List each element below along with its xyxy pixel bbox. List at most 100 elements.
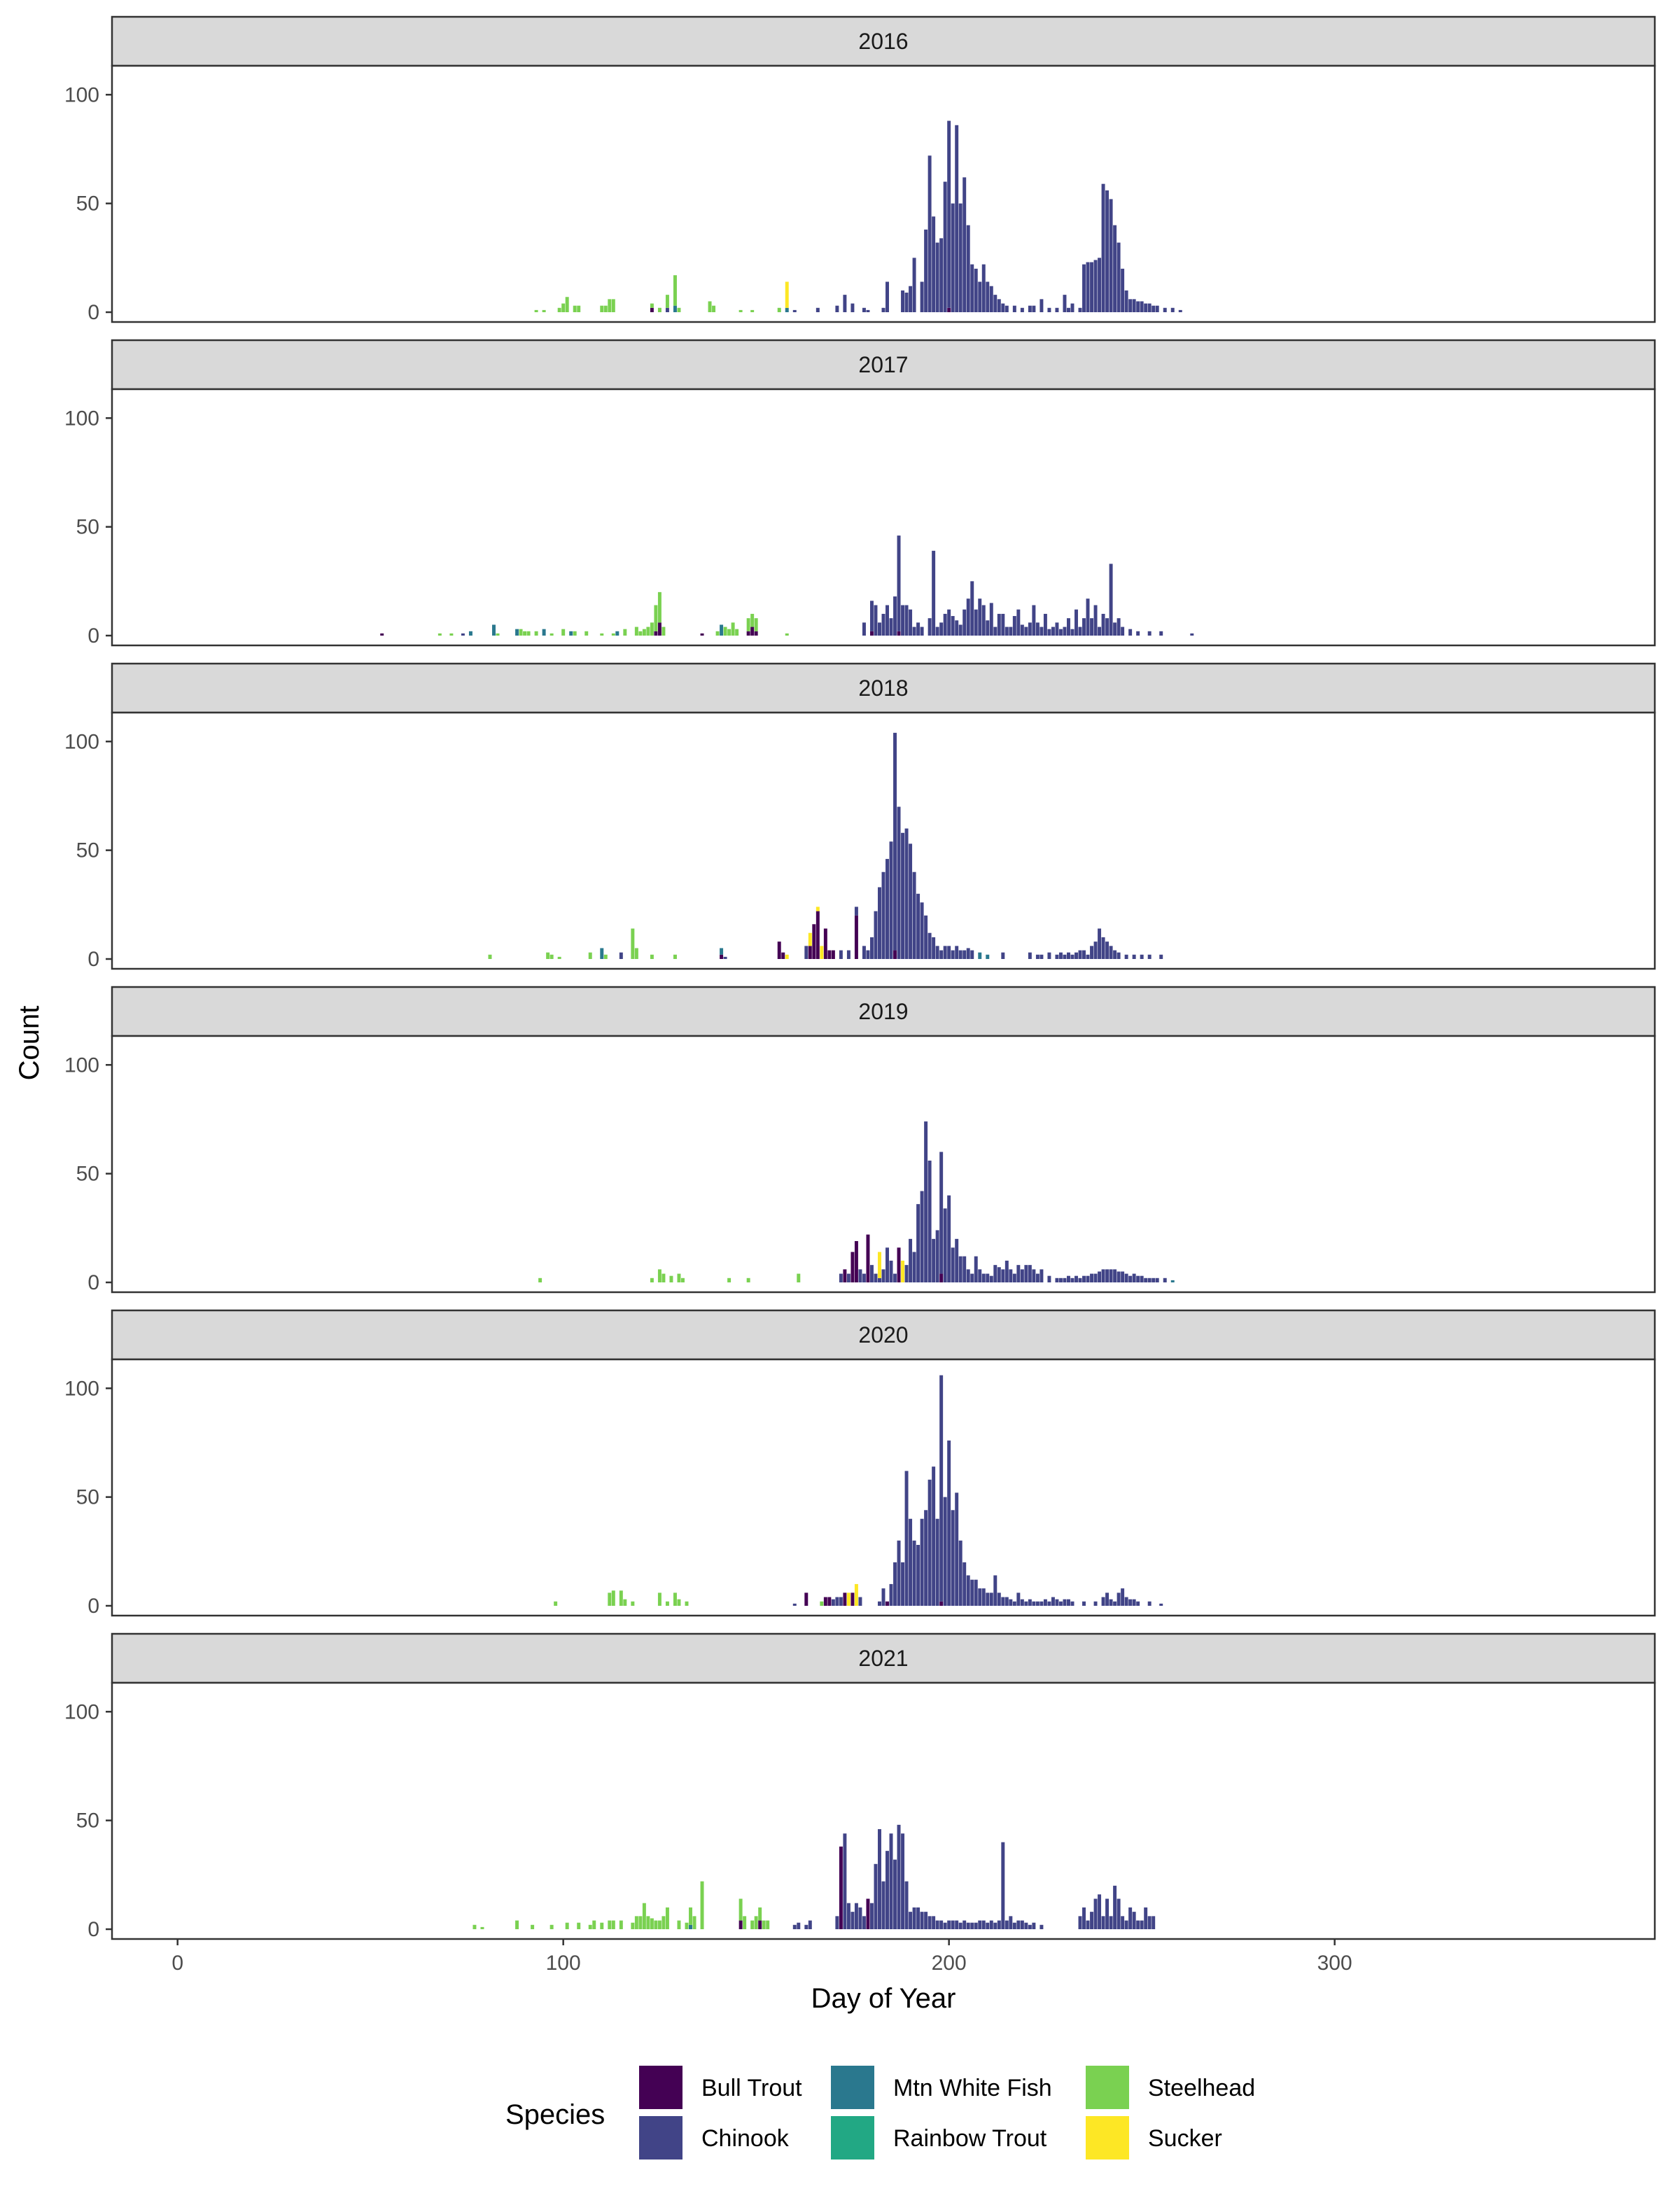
bar-segment-steelhead <box>550 633 554 636</box>
y-tick-label: 0 <box>88 1595 99 1618</box>
bar-segment-bull-trout <box>777 941 781 959</box>
bar-segment-chinook <box>1032 305 1036 312</box>
bar-segment-chinook <box>981 264 986 312</box>
bar-segment-chinook <box>878 1278 881 1282</box>
bar-segment-chinook <box>927 1916 932 1929</box>
bar-segment-chinook <box>1012 1273 1016 1282</box>
bar-segment-chinook <box>862 1273 866 1282</box>
bar-segment-chinook <box>1105 1269 1110 1282</box>
y-tick-label: 100 <box>64 1377 99 1400</box>
bar-segment-chinook <box>1051 1597 1055 1606</box>
bar-segment-chinook <box>989 603 993 636</box>
bar-segment-chinook <box>619 952 623 959</box>
legend-label: Rainbow Trout <box>893 2125 1047 2152</box>
bar-segment-steelhead <box>654 1920 658 1929</box>
bar-segment-steelhead <box>634 948 638 959</box>
bar-segment-chinook <box>1028 952 1032 959</box>
bar-segment-chinook <box>1105 1898 1110 1929</box>
bar-segment-chinook <box>1124 954 1128 959</box>
panel-border <box>111 1358 1656 1617</box>
bar-segment-chinook <box>955 1238 959 1282</box>
bar-segment-bull-trout <box>654 631 658 636</box>
bar-segment-steelhead <box>534 309 538 312</box>
bar-segment-chinook <box>1086 1920 1090 1929</box>
bar-segment-chinook <box>1144 303 1148 312</box>
bar-segment-steelhead <box>592 1920 596 1929</box>
bar-segment-bull-trout <box>758 1920 762 1929</box>
bar-segment-steelhead <box>600 305 604 312</box>
bar-segment-chinook <box>889 618 893 636</box>
bar-segment-chinook <box>939 950 944 959</box>
bar-segment-chinook <box>951 1247 955 1282</box>
bar-segment-chinook <box>1132 1273 1136 1282</box>
bar-segment-bull-trout <box>823 1597 827 1606</box>
bar-segment-chinook <box>835 1597 839 1606</box>
bar-segment-steelhead <box>538 1278 542 1282</box>
bar-segment-chinook <box>947 946 951 959</box>
bar-segment-chinook <box>1070 1278 1074 1282</box>
bar-segment-chinook <box>869 1265 874 1282</box>
bar-segment-mtn-white-fish <box>569 631 573 636</box>
bar-segment-chinook <box>1078 950 1082 959</box>
bar-segment-chinook <box>909 609 913 636</box>
bar-segment-steelhead <box>746 1278 750 1282</box>
bar-segment-chinook <box>1124 1273 1128 1282</box>
bar-segment-mtn-white-fish <box>615 631 620 636</box>
bar-segment-chinook <box>1067 618 1070 636</box>
bar-segment-chinook <box>1113 225 1117 312</box>
bar-segment-chinook <box>878 887 881 959</box>
bar-segment-bull-trout <box>897 1247 901 1282</box>
bar-segment-chinook <box>1063 954 1067 959</box>
bar-segment-chinook <box>874 911 878 959</box>
bar-segment-chinook <box>958 624 962 636</box>
bar-segment-bull-trout <box>886 1601 889 1606</box>
bar-segment-chinook <box>1024 1922 1028 1929</box>
bar-segment-steelhead <box>611 1590 615 1606</box>
bar-segment-chinook <box>981 605 986 636</box>
bar-segment-chinook <box>897 1824 901 1929</box>
bar-segment-chinook <box>932 216 936 312</box>
bar-segment-bull-trout <box>754 631 758 636</box>
y-tick-label: 50 <box>76 1163 99 1186</box>
bar-segment-mtn-white-fish <box>785 307 789 312</box>
bar-segment-bull-trout <box>700 633 704 636</box>
bar-segment-chinook <box>993 1922 997 1929</box>
bar-segment-chinook <box>889 841 893 959</box>
bar-segment-chinook <box>1128 299 1133 312</box>
bar-segment-chinook <box>1043 1599 1047 1606</box>
bar-segment-chinook <box>1001 1842 1005 1929</box>
y-tick-label: 50 <box>76 839 99 862</box>
bars <box>554 1375 1163 1606</box>
bar-segment-steelhead <box>657 1920 662 1929</box>
bar-segment-chinook <box>1109 1599 1113 1606</box>
bar-segment-chinook <box>893 596 897 636</box>
bar-segment-chinook <box>943 946 947 959</box>
bar-segment-chinook <box>866 309 870 312</box>
bar-segment-mtn-white-fish <box>515 629 519 636</box>
bar-segment-steelhead <box>573 305 577 312</box>
panel-2017: 2017 0 50 100 <box>64 339 1656 648</box>
bar-segment-chinook <box>1121 626 1125 636</box>
bar-segment-chinook <box>962 1562 967 1606</box>
bar-segment-chinook <box>916 893 920 959</box>
bar-segment-chinook <box>924 915 928 959</box>
bar-segment-chinook <box>927 618 932 636</box>
bars <box>380 536 1194 636</box>
bar-segment-chinook <box>920 1912 924 1929</box>
bar-segment-chinook <box>831 1599 835 1606</box>
bar-segment-chinook <box>1032 605 1036 636</box>
bar-segment-chinook <box>854 906 858 916</box>
bar-segment-chinook <box>986 620 990 636</box>
bar-segment-steelhead <box>577 1922 581 1929</box>
bar-segment-steelhead <box>735 629 739 636</box>
bar-segment-chinook <box>804 1924 808 1929</box>
bar-segment-steelhead <box>723 626 727 636</box>
bar-segment-steelhead <box>654 605 658 631</box>
y-tick-label: 50 <box>76 1809 99 1833</box>
bar-segment-chinook <box>881 1588 886 1606</box>
bar-segment-mtn-white-fish <box>1170 1280 1175 1282</box>
bar-segment-steelhead <box>677 1273 681 1282</box>
bar-segment-steelhead <box>754 1916 758 1929</box>
bar-segment-chinook <box>854 1903 858 1929</box>
bar-segment-bull-trout <box>897 631 901 636</box>
